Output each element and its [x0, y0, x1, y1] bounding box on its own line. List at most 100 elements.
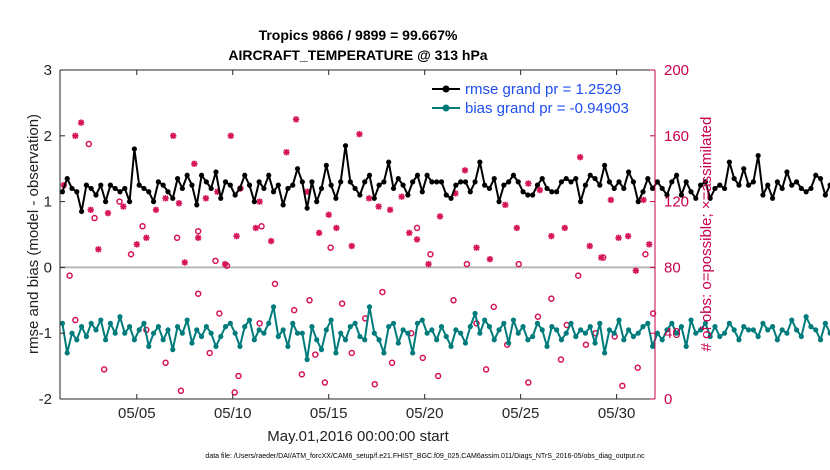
obs-assimilated-marker — [576, 153, 584, 161]
bias-point — [170, 347, 176, 353]
rmse-point — [434, 179, 440, 185]
rmse-point — [318, 185, 325, 192]
obs-assimilated-stroke — [586, 243, 593, 249]
rmse-point — [616, 179, 622, 185]
rmse-point — [789, 182, 795, 188]
obs-assimilated-marker — [194, 234, 202, 241]
obs-assimilated-stroke — [548, 233, 555, 240]
bias-point — [424, 330, 430, 336]
obs-assimilated-stroke — [387, 206, 394, 213]
rmse-point — [424, 172, 430, 178]
rmse-point — [793, 179, 800, 185]
obs-assimilated-marker — [256, 198, 263, 205]
bias-point — [587, 324, 593, 330]
bias-point — [645, 320, 651, 326]
rmse-point — [304, 205, 310, 211]
rmse-point — [520, 189, 526, 195]
bias-point — [779, 327, 785, 333]
bias-point — [280, 327, 286, 333]
rmse-point — [712, 185, 718, 192]
bias-point — [693, 330, 699, 336]
obs-assimilated-stroke — [202, 195, 209, 202]
bias-point — [592, 340, 598, 346]
bias-point — [318, 347, 325, 353]
bias-point — [534, 320, 541, 326]
bias-point — [726, 320, 732, 326]
rmse-point — [784, 169, 790, 175]
bias-point — [304, 356, 310, 363]
y-right-tick-label: 40 — [664, 325, 681, 342]
obs-assimilated-stroke — [133, 241, 140, 248]
obs-possible-marker — [206, 349, 213, 357]
obs-assimilated-marker — [333, 224, 340, 232]
bias-point — [290, 320, 296, 326]
obs-possible-marker — [557, 356, 565, 363]
obs-possible-marker — [177, 387, 185, 395]
bias-point — [146, 343, 152, 349]
bias-point — [232, 330, 238, 336]
obs-assimilated-marker — [267, 237, 275, 245]
rmse-point — [530, 192, 536, 198]
y-left-tick-label: -1 — [39, 325, 52, 342]
bias-point — [707, 333, 713, 340]
obs-assimilated-stroke — [577, 154, 584, 161]
bias-point — [477, 330, 483, 336]
obs-assimilated-stroke — [325, 211, 332, 218]
rmse-point — [362, 179, 368, 185]
bias-point — [237, 343, 243, 349]
bias-point — [530, 333, 536, 340]
obs-possible-marker — [72, 316, 79, 324]
x-tick-label: 05/20 — [406, 405, 444, 422]
rmse-point — [237, 185, 243, 192]
bias-point — [448, 343, 454, 349]
rmse-point — [573, 175, 579, 182]
rmse-point — [745, 182, 752, 188]
obs-assimilated-stroke — [561, 224, 568, 231]
obs-possible-marker — [548, 295, 555, 302]
legend: rmse grand pr = 1.2529 bias grand pr = -… — [432, 81, 629, 117]
obs-assimilated-marker — [640, 196, 647, 204]
bias-point — [760, 320, 766, 326]
obs-assimilated-stroke — [304, 188, 311, 195]
rmse-point — [198, 172, 205, 178]
bias-point — [798, 333, 804, 340]
rmse-point — [59, 189, 65, 195]
obs-assimilated-marker — [283, 149, 290, 156]
rmse-point — [731, 175, 737, 182]
obs-possible-marker — [348, 349, 355, 357]
rmse-point — [112, 185, 118, 192]
bias-point — [578, 327, 584, 333]
obs-assimilated-marker — [77, 119, 85, 126]
rmse-point — [515, 179, 521, 185]
rmse-point — [664, 192, 670, 198]
obs-assimilated-stroke — [283, 149, 290, 156]
plot-area — [60, 70, 655, 399]
rmse-point — [760, 192, 766, 198]
obs-assimilated-stroke — [256, 198, 263, 205]
rmse-point — [717, 182, 723, 188]
bias-point — [635, 330, 641, 336]
bias-point — [793, 327, 800, 333]
bias-point — [251, 337, 257, 343]
obs-assimilated-stroke — [414, 236, 420, 243]
rmse-point — [98, 182, 104, 188]
bias-point — [333, 350, 339, 356]
bias-point — [803, 314, 809, 320]
x-axis-label: May.01,2016 00:00:00 start — [267, 428, 449, 445]
rmse-point — [606, 179, 613, 185]
rmse-point — [429, 179, 435, 185]
rmse-point — [160, 182, 166, 188]
obs-assimilated-stroke — [525, 180, 532, 187]
bias-point — [673, 330, 680, 336]
bias-point — [362, 337, 368, 343]
obs-assimilated-stroke — [646, 241, 653, 248]
obs-assimilated-marker — [473, 244, 480, 251]
obs-assimilated-stroke — [502, 201, 509, 208]
legend-rmse-label: rmse grand pr = 1.2529 — [465, 81, 621, 98]
rmse-point — [333, 195, 339, 201]
bias-point — [275, 333, 281, 340]
rmse-point — [798, 185, 804, 192]
chart-subtitle: AIRCRAFT_TEMPERATURE @ 313 hPa — [228, 47, 487, 63]
rmse-point — [611, 185, 617, 192]
obs-assimilated-marker — [536, 186, 544, 194]
